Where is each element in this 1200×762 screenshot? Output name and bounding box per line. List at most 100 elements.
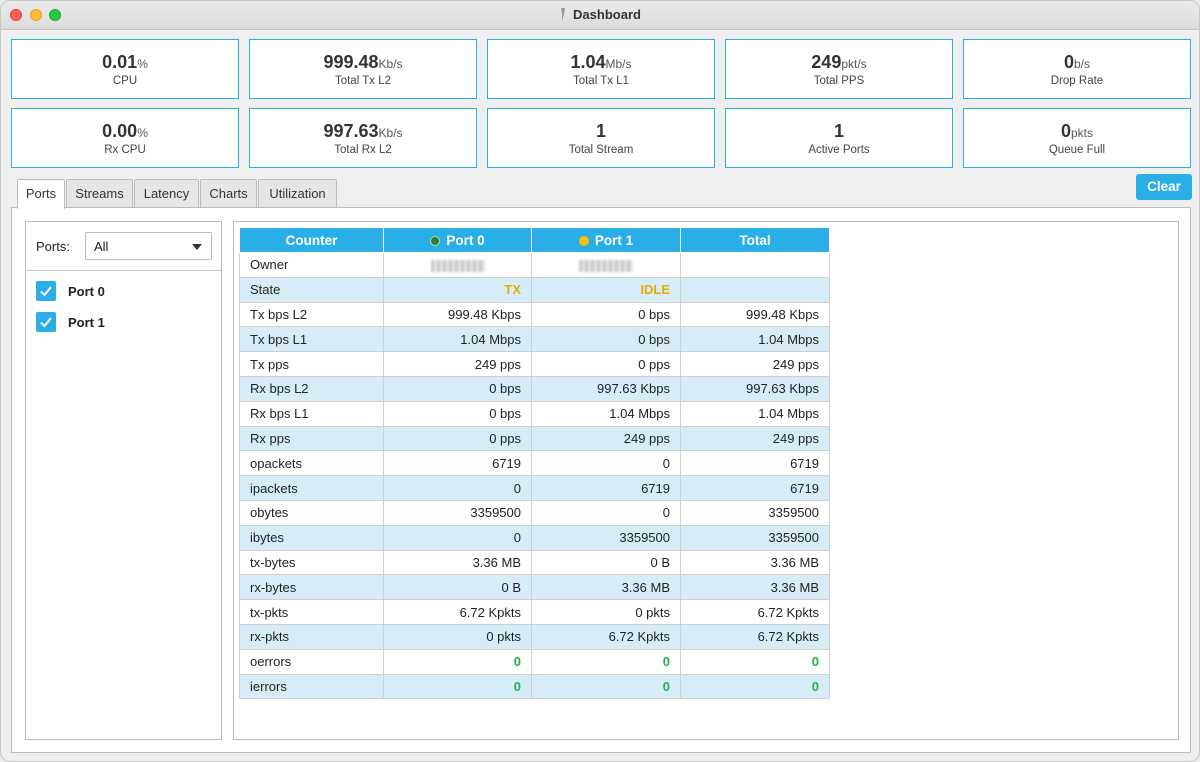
stat-label: Total Stream — [568, 144, 634, 156]
counter-name-cell: ipackets — [239, 475, 384, 501]
close-window-button[interactable] — [10, 9, 22, 21]
app-icon — [561, 8, 566, 21]
counter-value-cell: 3359500 — [383, 499, 532, 526]
stat-unit: % — [137, 57, 148, 71]
stat-label: CPU — [112, 75, 138, 87]
header-total: Total — [680, 227, 830, 253]
counter-value-cell: 0 pkts — [383, 623, 532, 650]
counter-name-cell: tx-bytes — [239, 549, 384, 576]
stat-label: Total PPS — [813, 75, 865, 87]
checkmark-icon — [40, 317, 52, 328]
stat-label: Active Ports — [808, 144, 870, 156]
table-row: Owner — [239, 252, 830, 278]
stat-unit: b/s — [1074, 57, 1091, 71]
port-1-checkbox[interactable] — [36, 312, 56, 332]
port-stats-table-container: Counter Port 0 Port 1 Total Owner State TX… — [233, 221, 1179, 740]
counter-value-cell: 0 — [383, 524, 532, 551]
stat-card-active-ports: 1 Active Ports — [725, 108, 953, 168]
counter-name-cell: Rx bps L1 — [239, 400, 384, 427]
stat-value: 997.63 — [323, 121, 379, 141]
counter-value-cell: 0 B — [383, 574, 532, 601]
counter-value-cell: 0 pps — [531, 351, 681, 377]
minimize-window-button[interactable] — [30, 9, 42, 21]
counter-value-cell: 6719 — [531, 475, 681, 501]
counter-value-cell: 0 B — [531, 549, 681, 576]
table-row: ibytes 0 3359500 3359500 — [239, 524, 830, 551]
table-row: ierrors 0 0 0 — [239, 673, 830, 700]
counter-value-cell: 999.48 Kbps — [680, 301, 830, 328]
counter-value-cell: 3.36 MB — [531, 574, 681, 601]
counter-value-cell: 3.36 MB — [383, 549, 532, 576]
counter-value-cell: 249 pps — [680, 351, 830, 377]
port-1-label: Port 1 — [68, 315, 105, 330]
table-row: Tx bps L1 1.04 Mbps 0 bps 1.04 Mbps — [239, 326, 830, 353]
counter-value-cell: 0 bps — [531, 301, 681, 328]
port-0-checkbox[interactable] — [36, 281, 56, 301]
counter-value-cell: 0 bps — [383, 375, 532, 402]
chevron-down-icon — [192, 244, 202, 250]
table-row: tx-bytes 3.36 MB 0 B 3.36 MB — [239, 549, 830, 576]
stat-card-total-stream: 1 Total Stream — [487, 108, 715, 168]
counter-value-cell: 0 — [531, 673, 681, 700]
port-0-status-dot — [430, 235, 441, 246]
counter-value-cell: 6.72 Kpkts — [531, 623, 681, 650]
counter-value-cell: 6.72 Kpkts — [680, 623, 830, 650]
counter-value-cell — [383, 252, 532, 278]
redacted-owner — [579, 259, 633, 272]
counter-name-cell: opackets — [239, 450, 384, 477]
ports-filter-select[interactable]: All — [85, 232, 212, 260]
checkmark-icon — [40, 286, 52, 297]
counter-value-cell: 1.04 Mbps — [531, 400, 681, 427]
counter-value-cell: 997.63 Kbps — [531, 375, 681, 402]
tab-utilization[interactable]: Utilization — [258, 179, 337, 208]
counter-value-cell: IDLE — [531, 276, 681, 303]
table-row: Rx bps L2 0 bps 997.63 Kbps 997.63 Kbps — [239, 375, 830, 402]
redacted-owner — [430, 259, 485, 272]
counter-value-cell: 0 — [531, 648, 681, 675]
header-counter: Counter — [239, 227, 384, 253]
counter-value-cell: 249 pps — [531, 425, 681, 452]
header-port-1: Port 1 — [531, 227, 681, 253]
maximize-window-button[interactable] — [49, 9, 61, 21]
tab-streams[interactable]: Streams — [66, 179, 133, 208]
ports-panel: Ports: All Port 0 Port 1 — [11, 207, 1191, 753]
counter-name-cell: rx-bytes — [239, 574, 384, 601]
tab-charts[interactable]: Charts — [200, 179, 257, 208]
stat-card-queue-full: 0pkts Queue Full — [963, 108, 1191, 168]
table-row: rx-bytes 0 B 3.36 MB 3.36 MB — [239, 574, 830, 601]
counter-value-cell: 3359500 — [680, 524, 830, 551]
counter-value-cell: 3.36 MB — [680, 574, 830, 601]
clear-button[interactable]: Clear — [1136, 174, 1192, 200]
tab-ports[interactable]: Ports — [17, 179, 65, 209]
counter-value-cell: 0 — [383, 673, 532, 700]
stat-value: 0.00 — [102, 121, 138, 141]
counter-name-cell: Rx pps — [239, 425, 384, 452]
counter-value-cell: 0 — [383, 475, 532, 501]
table-row: rx-pkts 0 pkts 6.72 Kpkts 6.72 Kpkts — [239, 623, 830, 650]
counter-name-cell: Owner — [239, 252, 384, 278]
tab-latency[interactable]: Latency — [134, 179, 199, 208]
counter-value-cell: 6719 — [680, 450, 830, 477]
port-1-status-dot — [578, 235, 589, 246]
counter-value-cell: 1.04 Mbps — [383, 326, 532, 353]
counter-name-cell: rx-pkts — [239, 623, 384, 650]
table-row: opackets 6719 0 6719 — [239, 450, 830, 477]
counter-value-cell: 0 — [531, 450, 681, 477]
stat-value: 1.04 — [570, 52, 606, 72]
stat-label: Total Tx L2 — [334, 75, 392, 87]
window-title: Dashboard — [1, 7, 1199, 22]
counter-name-cell: State — [239, 276, 384, 303]
ports-filter-label: Ports: — [36, 239, 70, 254]
table-row: State TX IDLE — [239, 276, 830, 303]
counter-value-cell: 6719 — [680, 475, 830, 501]
counter-name-cell: tx-pkts — [239, 599, 384, 625]
port-stats-table: Counter Port 0 Port 1 Total Owner State TX… — [239, 227, 830, 700]
counter-value-cell: TX — [383, 276, 532, 303]
table-row: Tx pps 249 pps 0 pps 249 pps — [239, 351, 830, 377]
counter-value-cell: 0 — [383, 648, 532, 675]
stat-unit: pkt/s — [841, 57, 867, 71]
counter-value-cell: 3.36 MB — [680, 549, 830, 576]
counter-value-cell: 249 pps — [680, 425, 830, 452]
counter-name-cell: Tx pps — [239, 351, 384, 377]
